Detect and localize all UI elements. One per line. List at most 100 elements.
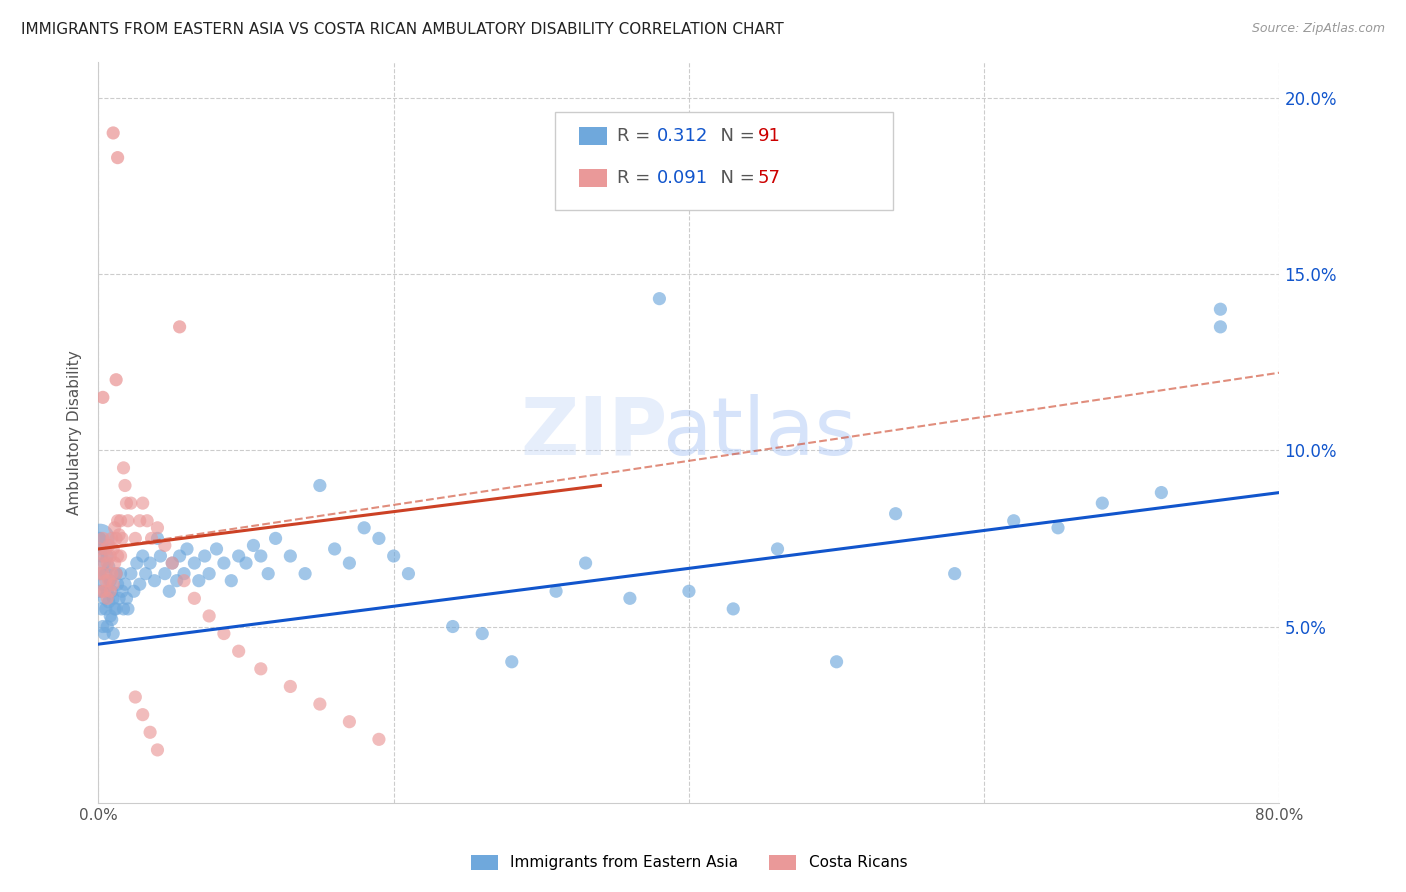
Text: 0.091: 0.091 xyxy=(657,169,707,187)
Text: N =: N = xyxy=(709,127,761,145)
Point xyxy=(194,549,217,563)
Point xyxy=(100,566,122,581)
Point xyxy=(93,584,115,599)
Point xyxy=(575,556,598,570)
Point xyxy=(120,496,142,510)
Point xyxy=(90,584,112,599)
Point xyxy=(89,532,111,546)
Point xyxy=(103,591,125,606)
Point xyxy=(94,541,117,556)
Point xyxy=(89,566,111,581)
Point xyxy=(139,556,162,570)
Point xyxy=(105,566,128,581)
Point xyxy=(153,538,176,552)
Point xyxy=(368,732,391,747)
Point xyxy=(91,541,114,556)
Point xyxy=(90,602,112,616)
Point xyxy=(235,556,257,570)
Point xyxy=(114,478,136,492)
Point xyxy=(228,644,250,658)
Point xyxy=(108,591,131,606)
Point xyxy=(104,521,127,535)
Point xyxy=(93,556,115,570)
Point xyxy=(103,577,125,591)
Point xyxy=(107,549,129,563)
Point xyxy=(115,496,138,510)
Point xyxy=(198,566,221,581)
Point xyxy=(205,541,228,556)
Point xyxy=(110,566,132,581)
Point xyxy=(94,574,117,588)
Point xyxy=(128,577,150,591)
Text: Source: ZipAtlas.com: Source: ZipAtlas.com xyxy=(1251,22,1385,36)
Point xyxy=(280,549,302,563)
Point xyxy=(280,680,302,694)
Point xyxy=(1150,485,1173,500)
Point xyxy=(169,549,191,563)
Point xyxy=(183,556,205,570)
Point xyxy=(619,591,641,606)
Point xyxy=(146,532,169,546)
Point xyxy=(100,532,122,546)
Point xyxy=(94,602,117,616)
Point xyxy=(146,743,169,757)
Point xyxy=(242,538,264,552)
Point xyxy=(228,549,250,563)
Point xyxy=(1002,514,1025,528)
Point xyxy=(117,514,139,528)
Point xyxy=(157,584,180,599)
Point xyxy=(368,532,391,546)
Point xyxy=(93,591,115,606)
Point xyxy=(97,595,120,609)
Point xyxy=(309,478,332,492)
Point xyxy=(96,556,118,570)
Point xyxy=(97,538,120,552)
Point xyxy=(96,584,118,599)
Point xyxy=(110,549,132,563)
Point xyxy=(132,549,155,563)
Point xyxy=(105,566,128,581)
Point xyxy=(91,532,114,546)
Point xyxy=(91,566,114,581)
Point xyxy=(94,566,117,581)
Point xyxy=(96,591,118,606)
Point xyxy=(173,574,195,588)
Point xyxy=(169,319,191,334)
Point xyxy=(93,626,115,640)
Point xyxy=(546,584,568,599)
Point xyxy=(115,591,138,606)
Point xyxy=(943,566,966,581)
Point xyxy=(187,574,209,588)
Point xyxy=(93,549,115,563)
Point xyxy=(136,514,159,528)
Point xyxy=(91,390,114,404)
Point xyxy=(648,292,671,306)
Text: 0.312: 0.312 xyxy=(657,127,709,145)
Text: atlas: atlas xyxy=(662,393,858,472)
Point xyxy=(162,556,183,570)
Point xyxy=(382,549,405,563)
Point xyxy=(96,619,118,633)
Point xyxy=(97,574,120,588)
Point xyxy=(183,591,205,606)
Point xyxy=(100,584,122,599)
Point xyxy=(132,707,155,722)
Point xyxy=(104,556,127,570)
Point xyxy=(294,566,316,581)
Point xyxy=(139,725,162,739)
Point xyxy=(114,577,136,591)
Point xyxy=(678,584,700,599)
Point xyxy=(105,373,128,387)
Point xyxy=(471,626,494,640)
Point xyxy=(110,514,132,528)
Y-axis label: Ambulatory Disability: Ambulatory Disability xyxy=(67,351,83,515)
Point xyxy=(128,514,150,528)
Text: R =: R = xyxy=(617,169,657,187)
Text: IMMIGRANTS FROM EASTERN ASIA VS COSTA RICAN AMBULATORY DISABILITY CORRELATION CH: IMMIGRANTS FROM EASTERN ASIA VS COSTA RI… xyxy=(21,22,783,37)
Point xyxy=(1209,319,1232,334)
Point xyxy=(89,532,111,546)
Text: 57: 57 xyxy=(758,169,780,187)
Point xyxy=(339,556,361,570)
Point xyxy=(111,532,134,546)
Point xyxy=(153,566,176,581)
